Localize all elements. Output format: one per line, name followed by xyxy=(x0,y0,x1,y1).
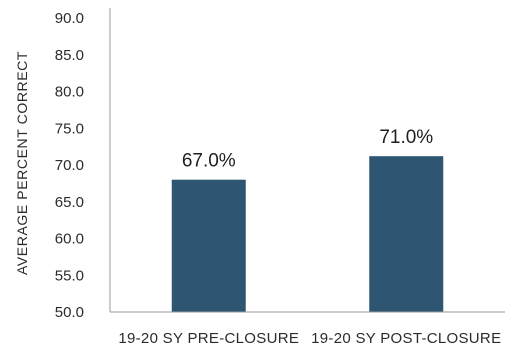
data-labels: 67.0% 71.0% xyxy=(182,127,433,172)
y-tick-label: 65.0 xyxy=(55,194,84,211)
y-tick-label: 70.0 xyxy=(55,157,84,174)
y-tick-label: 75.0 xyxy=(55,120,84,137)
bars xyxy=(171,156,444,312)
y-tick-label: 80.0 xyxy=(55,84,84,101)
bar xyxy=(369,156,444,312)
x-axis-categories: 19-20 SY PRE-CLOSURE 19-20 SY POST-CLOSUR… xyxy=(118,330,501,347)
y-tick-label: 90.0 xyxy=(55,10,84,27)
bar-value-label: 67.0% xyxy=(182,151,236,172)
y-axis-ticks: 50.0 55.0 60.0 65.0 70.0 75.0 80.0 85.0 90.0 xyxy=(55,10,84,321)
bar xyxy=(171,179,246,312)
x-category-label: 19-20 SY POST-CLOSURE xyxy=(311,330,501,347)
y-tick-label: 55.0 xyxy=(55,267,84,284)
x-category-label: 19-20 SY PRE-CLOSURE xyxy=(118,330,299,347)
y-tick-label: 50.0 xyxy=(55,304,84,321)
y-tick-label: 60.0 xyxy=(55,231,84,248)
y-tick-label: 85.0 xyxy=(55,47,84,64)
y-axis-title: AVERAGE PERCENT CORRECT xyxy=(14,51,30,275)
bar-value-label: 71.0% xyxy=(379,127,433,148)
